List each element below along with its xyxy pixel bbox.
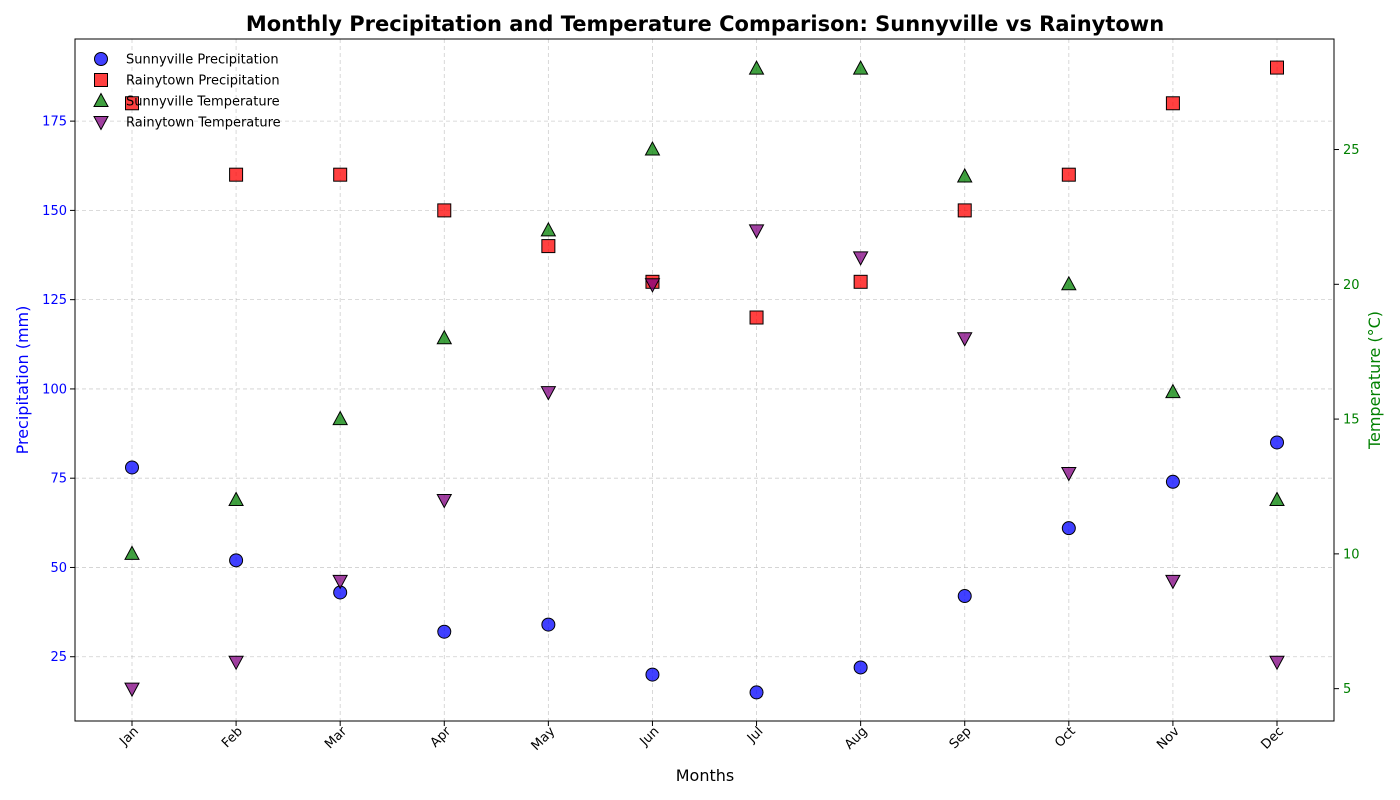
sunnyville-temperature-point [436, 329, 453, 345]
y-left-tick-label: 125 [42, 293, 67, 308]
sunnyville-temperature-point [748, 60, 765, 75]
x-axis: Jan Feb Mar Apr May Jun Jul Aug Sep Oct Nov Dec [116, 721, 1287, 754]
sunnyville-temperature-point [332, 410, 349, 426]
rainytown-temperature-point [1165, 574, 1181, 590]
sunnyville-temperature-point [228, 491, 244, 506]
x-tick-label: Nov [1154, 724, 1183, 753]
rainytown-temperature-point [1060, 467, 1077, 482]
x-tick-label: Sep [947, 724, 975, 752]
plot-area-frame [74, 38, 1335, 722]
rainytown-precipitation-point [437, 203, 452, 218]
y-left-tick-label: 50 [50, 561, 67, 576]
legend-marker-rainytown-precipitation [94, 73, 108, 87]
sunnyville-precipitation-point [437, 624, 452, 639]
legend-marker-sunnyville-temperature [93, 92, 109, 107]
legend-label-rainytown-precipitation: Rainytown Precipitation [126, 74, 280, 89]
y-left-tick-label: 150 [42, 204, 67, 219]
legend-label-rainytown-temperature: Rainytown Temperature [126, 116, 281, 131]
legend-label-sunnyville-temperature: Sunnyville Temperature [126, 95, 280, 110]
x-tick-label: Jul [744, 724, 766, 746]
x-tick-label: Aug [842, 724, 871, 753]
rainytown-precipitation-point [853, 274, 868, 289]
x-tick-label: Oct [1052, 724, 1079, 751]
x-tick-label: Feb [219, 724, 246, 751]
x-axis-label: Months [676, 766, 734, 785]
sunnyville-temperature-point [1165, 383, 1181, 399]
grid-layer [75, 39, 1334, 721]
sunnyville-precipitation-point [645, 667, 660, 682]
rainytown-precipitation-point [957, 203, 972, 218]
y-right-tick-label: 20 [1343, 278, 1360, 293]
y-left-tick-label: 75 [50, 472, 67, 487]
rainytown-temperature-point [852, 251, 869, 266]
sunnyville-temperature-point [540, 221, 557, 237]
sunnyville-precipitation-point [1270, 435, 1284, 450]
y-axis-left: 25 50 75 100 125 150 175 [42, 115, 75, 665]
sunnyville-temperature-point [124, 545, 140, 560]
sunnyville-precipitation-point [541, 617, 556, 632]
legend-marker-sunnyville-precipitation [94, 52, 108, 66]
legend: Sunnyville Precipitation Rainytown Precip… [93, 52, 281, 131]
legend-label-sunnyville-precipitation: Sunnyville Precipitation [126, 53, 279, 68]
x-tick-label: Jan [116, 724, 141, 749]
sunnyville-precipitation-point [853, 660, 868, 675]
x-tick-label: Jun [637, 724, 663, 750]
y-right-tick-label: 10 [1343, 547, 1360, 562]
y-right-tick-label: 5 [1343, 682, 1351, 697]
x-tick-label: Apr [428, 724, 455, 751]
marks-layer [124, 60, 1285, 700]
rainytown-temperature-point [124, 682, 140, 698]
rainytown-temperature-point [332, 574, 349, 590]
sunnyville-temperature-point [956, 167, 973, 183]
y-left-tick-label: 175 [42, 115, 67, 130]
y-axis-right-label: Temperature (°C) [1365, 311, 1384, 450]
rainytown-precipitation-point [749, 310, 764, 325]
rainytown-precipitation-point [229, 167, 244, 182]
sunnyville-temperature-point [852, 60, 869, 75]
rainytown-temperature-point [956, 332, 973, 347]
rainytown-temperature-point [540, 386, 557, 401]
sunnyville-precipitation-point [749, 685, 764, 700]
x-tick-label: Mar [322, 724, 350, 752]
rainytown-precipitation-point [541, 239, 556, 254]
sunnyville-temperature-point [1269, 491, 1285, 506]
sunnyville-precipitation-point [1061, 521, 1076, 536]
rainytown-precipitation-point [125, 96, 139, 111]
rainytown-temperature-point [748, 224, 765, 239]
y-right-tick-label: 15 [1343, 413, 1360, 428]
sunnyville-precipitation-point [229, 553, 244, 568]
sunnyville-temperature-point [1060, 275, 1077, 291]
rainytown-temperature-point [228, 655, 244, 671]
y-axis-right: 5 10 15 20 25 [1334, 143, 1360, 697]
rainytown-precipitation-point [1061, 167, 1076, 182]
rainytown-temperature-point [1269, 655, 1285, 671]
y-axis-left-label: Precipitation (mm) [13, 306, 32, 455]
y-right-tick-label: 25 [1343, 143, 1360, 158]
rainytown-precipitation-point [1165, 96, 1180, 111]
sunnyville-precipitation-point [957, 589, 972, 604]
x-tick-label: Dec [1259, 724, 1287, 752]
sunnyville-precipitation-point [1165, 474, 1180, 489]
chart-title: Monthly Precipitation and Temperature Co… [246, 12, 1164, 36]
sunnyville-temperature-point [644, 140, 661, 156]
x-tick-label: May [529, 724, 559, 754]
sunnyville-precipitation-point [125, 460, 139, 475]
y-left-tick-label: 100 [42, 382, 67, 397]
rainytown-precipitation-point [1270, 60, 1284, 75]
rainytown-temperature-point [436, 493, 453, 509]
rainytown-temperature-point [644, 278, 661, 293]
rainytown-precipitation-point [333, 167, 348, 182]
legend-marker-rainytown-temperature [93, 116, 109, 131]
y-left-tick-label: 25 [50, 650, 67, 665]
